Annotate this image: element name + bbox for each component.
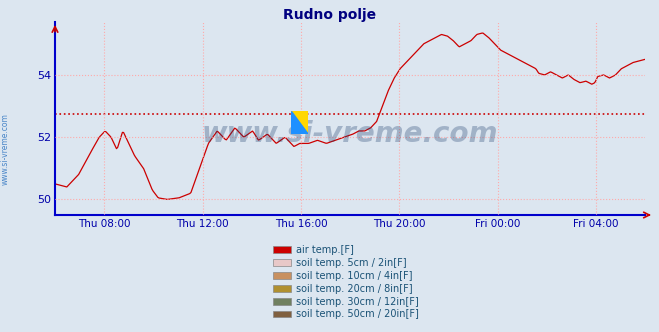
Polygon shape — [291, 111, 308, 134]
Text: www.si-vreme.com: www.si-vreme.com — [1, 114, 10, 185]
Text: www.si-vreme.com: www.si-vreme.com — [202, 120, 498, 148]
Text: Rudno polje: Rudno polje — [283, 8, 376, 22]
Polygon shape — [291, 111, 308, 134]
Legend: air temp.[F], soil temp. 5cm / 2in[F], soil temp. 10cm / 4in[F], soil temp. 20cm: air temp.[F], soil temp. 5cm / 2in[F], s… — [273, 245, 418, 319]
